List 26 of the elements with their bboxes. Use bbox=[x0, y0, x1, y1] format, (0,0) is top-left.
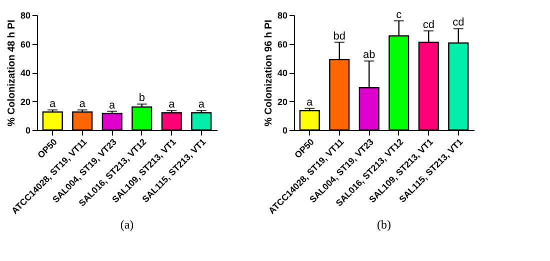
y-tick-label: 20 bbox=[277, 96, 288, 107]
text: (b) bbox=[377, 217, 391, 232]
annotation: c bbox=[396, 8, 402, 21]
y-tick-label: 60 bbox=[20, 39, 30, 50]
annotation: a bbox=[109, 99, 116, 112]
annotation: a bbox=[50, 98, 57, 110]
y-axis-title: % Colonization 48 h PI bbox=[6, 19, 18, 126]
y-tick-label: 60 bbox=[277, 39, 288, 50]
y-tick-label: 80 bbox=[20, 10, 30, 20]
y-tick-label: 40 bbox=[20, 68, 30, 78]
annotation: a bbox=[79, 98, 86, 110]
annotation: cd bbox=[422, 18, 434, 31]
y-tick-label: 0 bbox=[282, 126, 288, 136]
annotation: ab bbox=[363, 49, 376, 61]
y-tick-label: 80 bbox=[277, 10, 288, 20]
y-tick-label: 20 bbox=[20, 96, 30, 107]
annotation: a bbox=[306, 96, 314, 108]
annotation: bd bbox=[333, 30, 346, 42]
y-tick-label: 40 bbox=[277, 68, 288, 78]
y-tick-label: 0 bbox=[25, 126, 30, 136]
annotation: b bbox=[138, 92, 145, 104]
annotation: a bbox=[168, 98, 176, 111]
text: (a) bbox=[120, 217, 134, 232]
annotation: a bbox=[198, 98, 206, 111]
annotation: cd bbox=[452, 16, 464, 29]
y-axis-title: % Colonization 96 h PI bbox=[263, 19, 274, 126]
